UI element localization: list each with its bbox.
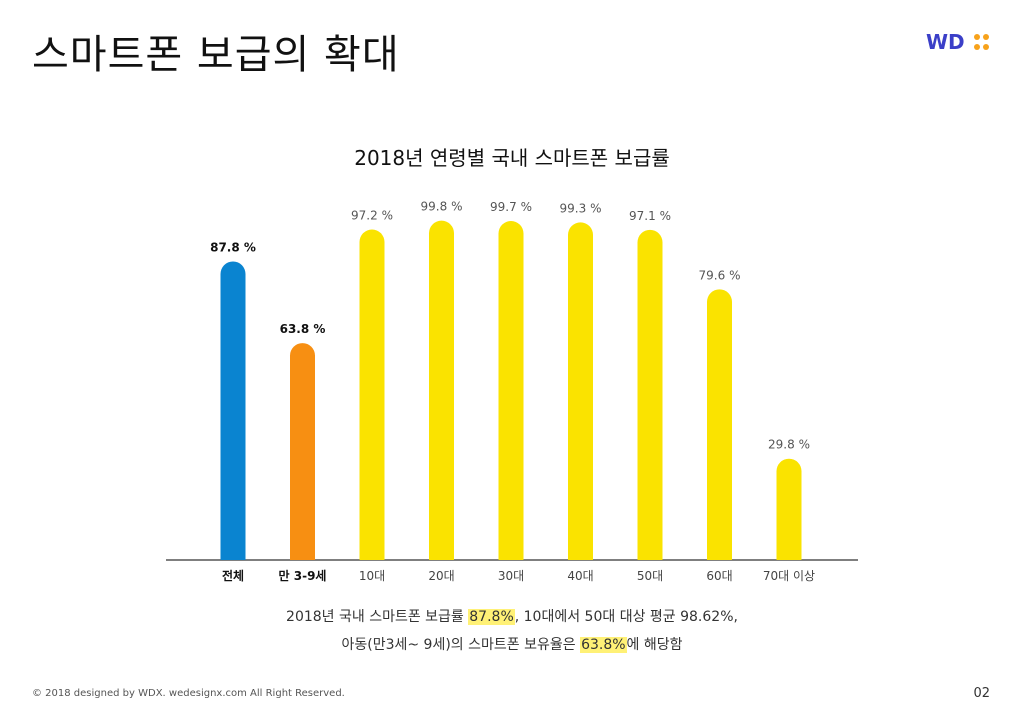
bar <box>220 261 246 560</box>
category-label: 20대 <box>428 569 454 583</box>
summary-text: 아동(만3세~ 9세)의 스마트폰 보유율은 <box>341 637 581 653</box>
data-label: 63.8 % <box>280 322 326 336</box>
page-title: 스마트폰 보급의 확대 <box>32 32 400 78</box>
summary-highlight: 63.8% <box>580 637 627 653</box>
chart-title: 2018년 연령별 국내 스마트폰 보급률 <box>354 146 670 170</box>
data-label: 99.8 % <box>421 200 463 214</box>
summary-line-1: 2018년 국내 스마트폰 보급률 87.8%, 10대에서 50대 대상 평균… <box>0 606 1024 626</box>
bar <box>637 229 663 561</box>
category-label: 50대 <box>637 569 663 583</box>
category-label: 10대 <box>359 569 385 583</box>
data-label: 99.3 % <box>560 201 602 215</box>
data-label: 99.7 % <box>490 200 532 214</box>
category-label: 70대 이상 <box>763 569 815 583</box>
wdx-logo: WD <box>926 32 989 52</box>
summary-text: , 10대에서 50대 대상 평균 98.62%, <box>514 609 738 625</box>
logo-dot <box>974 44 980 50</box>
bar <box>707 289 732 560</box>
data-label: 97.2 % <box>351 209 393 223</box>
category-label: 30대 <box>498 569 524 583</box>
bar <box>498 221 524 560</box>
bar <box>568 222 593 560</box>
summary-text: 에 해당함 <box>626 637 683 653</box>
logo-dot <box>983 34 989 40</box>
logo-dot <box>974 34 980 40</box>
category-label: 전체 <box>222 568 244 583</box>
logo-text: WD <box>926 32 965 52</box>
summary-line-2: 아동(만3세~ 9세)의 스마트폰 보유율은 63.8%에 해당함 <box>0 634 1024 654</box>
summary-highlight: 87.8% <box>468 609 515 625</box>
bar-chart: 87.8 % 전체 63.8 % 만 3-9세 97.2 % 10대 99.8 % 20대 99… <box>166 200 858 583</box>
data-label: 79.6 % <box>699 268 741 282</box>
data-label: 29.8 % <box>768 438 810 452</box>
data-label: 87.8 % <box>210 240 256 254</box>
category-label: 40대 <box>567 569 593 583</box>
summary-text: 2018년 국내 스마트폰 보급률 <box>286 609 469 625</box>
bar <box>290 343 315 560</box>
category-label: 만 3-9세 <box>279 568 327 583</box>
bar <box>429 220 454 560</box>
footer-copyright: © 2018 designed by WDX. wedesignx.com Al… <box>32 688 345 699</box>
logo-dot <box>983 44 989 50</box>
page-number: 02 <box>973 686 990 701</box>
category-label: 60대 <box>706 569 732 583</box>
bar <box>776 458 802 560</box>
bar <box>359 229 385 560</box>
data-label: 97.1 % <box>629 209 671 223</box>
